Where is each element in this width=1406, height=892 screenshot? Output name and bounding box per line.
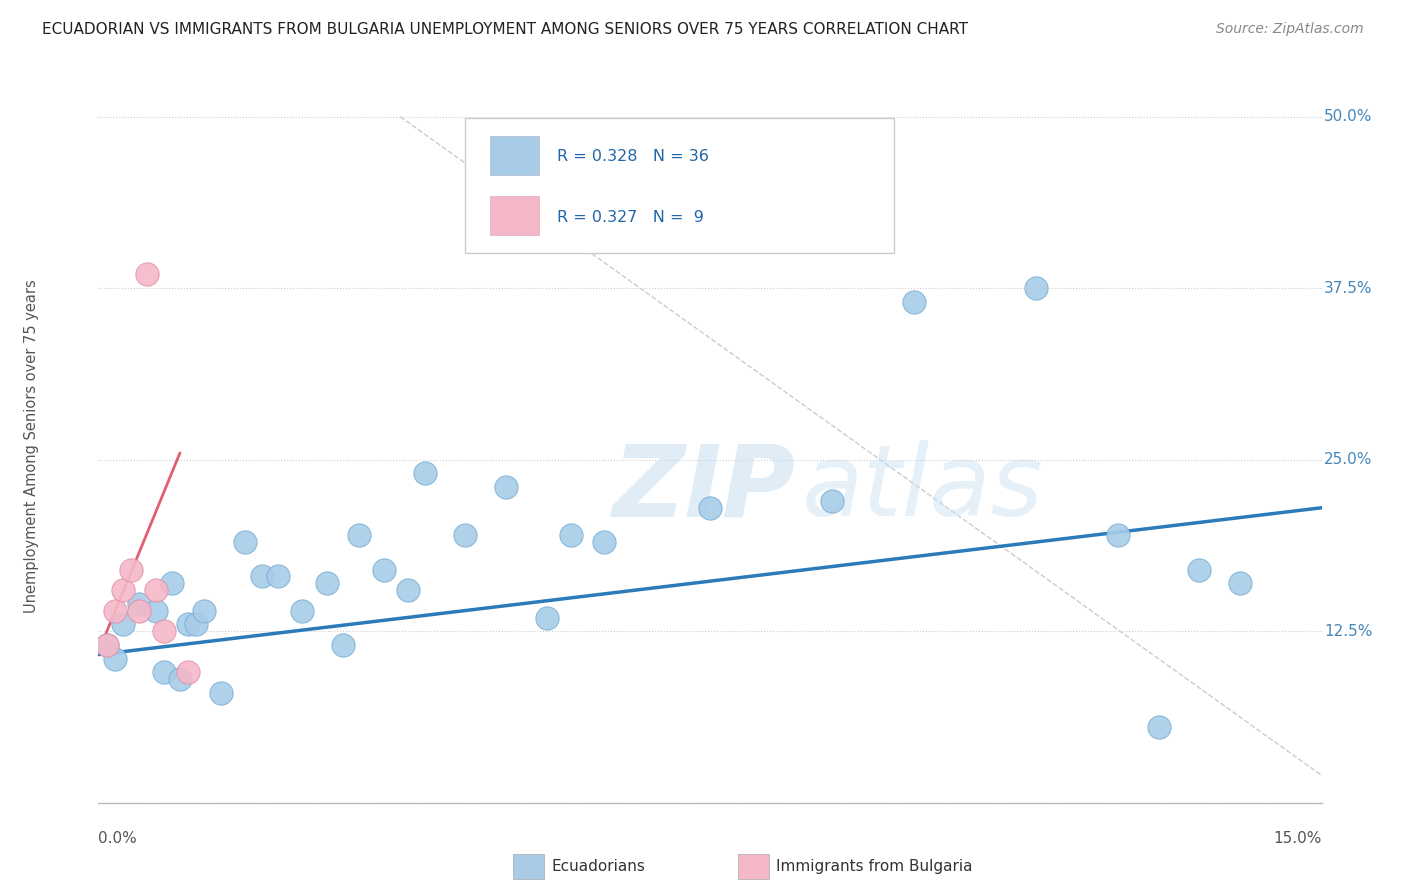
Point bbox=[177, 617, 200, 632]
Point bbox=[396, 583, 419, 598]
Point bbox=[209, 686, 232, 700]
Text: Source: ZipAtlas.com: Source: ZipAtlas.com bbox=[1216, 22, 1364, 37]
Point bbox=[536, 610, 558, 624]
Point bbox=[145, 583, 167, 598]
Point bbox=[96, 638, 118, 652]
Point bbox=[454, 528, 477, 542]
Point bbox=[1229, 576, 1251, 591]
Point bbox=[1147, 720, 1170, 734]
Point bbox=[152, 624, 174, 639]
Point bbox=[821, 494, 844, 508]
Text: R = 0.327   N =  9: R = 0.327 N = 9 bbox=[557, 211, 704, 225]
FancyBboxPatch shape bbox=[489, 196, 538, 235]
Point bbox=[593, 535, 616, 549]
Point bbox=[186, 617, 208, 632]
Point bbox=[267, 569, 290, 583]
Text: 0.0%: 0.0% bbox=[98, 831, 138, 847]
Point bbox=[120, 562, 142, 576]
Point bbox=[699, 500, 721, 515]
Text: Unemployment Among Seniors over 75 years: Unemployment Among Seniors over 75 years bbox=[24, 279, 38, 613]
Point bbox=[96, 638, 118, 652]
Point bbox=[903, 294, 925, 309]
Point bbox=[373, 562, 395, 576]
Point bbox=[160, 576, 183, 591]
Text: 50.0%: 50.0% bbox=[1324, 109, 1372, 124]
Point bbox=[104, 604, 127, 618]
Point bbox=[193, 604, 215, 618]
Point bbox=[111, 617, 134, 632]
Point bbox=[560, 528, 582, 542]
Text: 25.0%: 25.0% bbox=[1324, 452, 1372, 467]
Point bbox=[233, 535, 256, 549]
Point bbox=[177, 665, 200, 680]
Point bbox=[1107, 528, 1129, 542]
Text: 37.5%: 37.5% bbox=[1324, 281, 1372, 295]
Text: atlas: atlas bbox=[801, 441, 1043, 537]
Text: Ecuadorians: Ecuadorians bbox=[551, 859, 645, 873]
Point bbox=[349, 528, 371, 542]
Point bbox=[332, 638, 354, 652]
Point bbox=[1025, 281, 1047, 295]
FancyBboxPatch shape bbox=[465, 118, 894, 253]
Text: 12.5%: 12.5% bbox=[1324, 624, 1372, 639]
Point bbox=[291, 604, 314, 618]
Text: ZIP: ZIP bbox=[612, 441, 796, 537]
Point bbox=[315, 576, 337, 591]
Point bbox=[128, 604, 150, 618]
Point bbox=[617, 171, 640, 186]
Text: ECUADORIAN VS IMMIGRANTS FROM BULGARIA UNEMPLOYMENT AMONG SENIORS OVER 75 YEARS : ECUADORIAN VS IMMIGRANTS FROM BULGARIA U… bbox=[42, 22, 969, 37]
Point bbox=[495, 480, 517, 494]
Point bbox=[128, 597, 150, 611]
Point bbox=[111, 583, 134, 598]
Text: R = 0.328   N = 36: R = 0.328 N = 36 bbox=[557, 150, 709, 164]
Text: 15.0%: 15.0% bbox=[1274, 831, 1322, 847]
Point bbox=[250, 569, 273, 583]
Point bbox=[145, 604, 167, 618]
Point bbox=[152, 665, 174, 680]
Text: Immigrants from Bulgaria: Immigrants from Bulgaria bbox=[776, 859, 973, 873]
Point bbox=[136, 268, 159, 282]
Point bbox=[1188, 562, 1211, 576]
Point bbox=[104, 651, 127, 665]
Point bbox=[413, 467, 436, 481]
FancyBboxPatch shape bbox=[489, 136, 538, 175]
Point bbox=[169, 673, 191, 687]
